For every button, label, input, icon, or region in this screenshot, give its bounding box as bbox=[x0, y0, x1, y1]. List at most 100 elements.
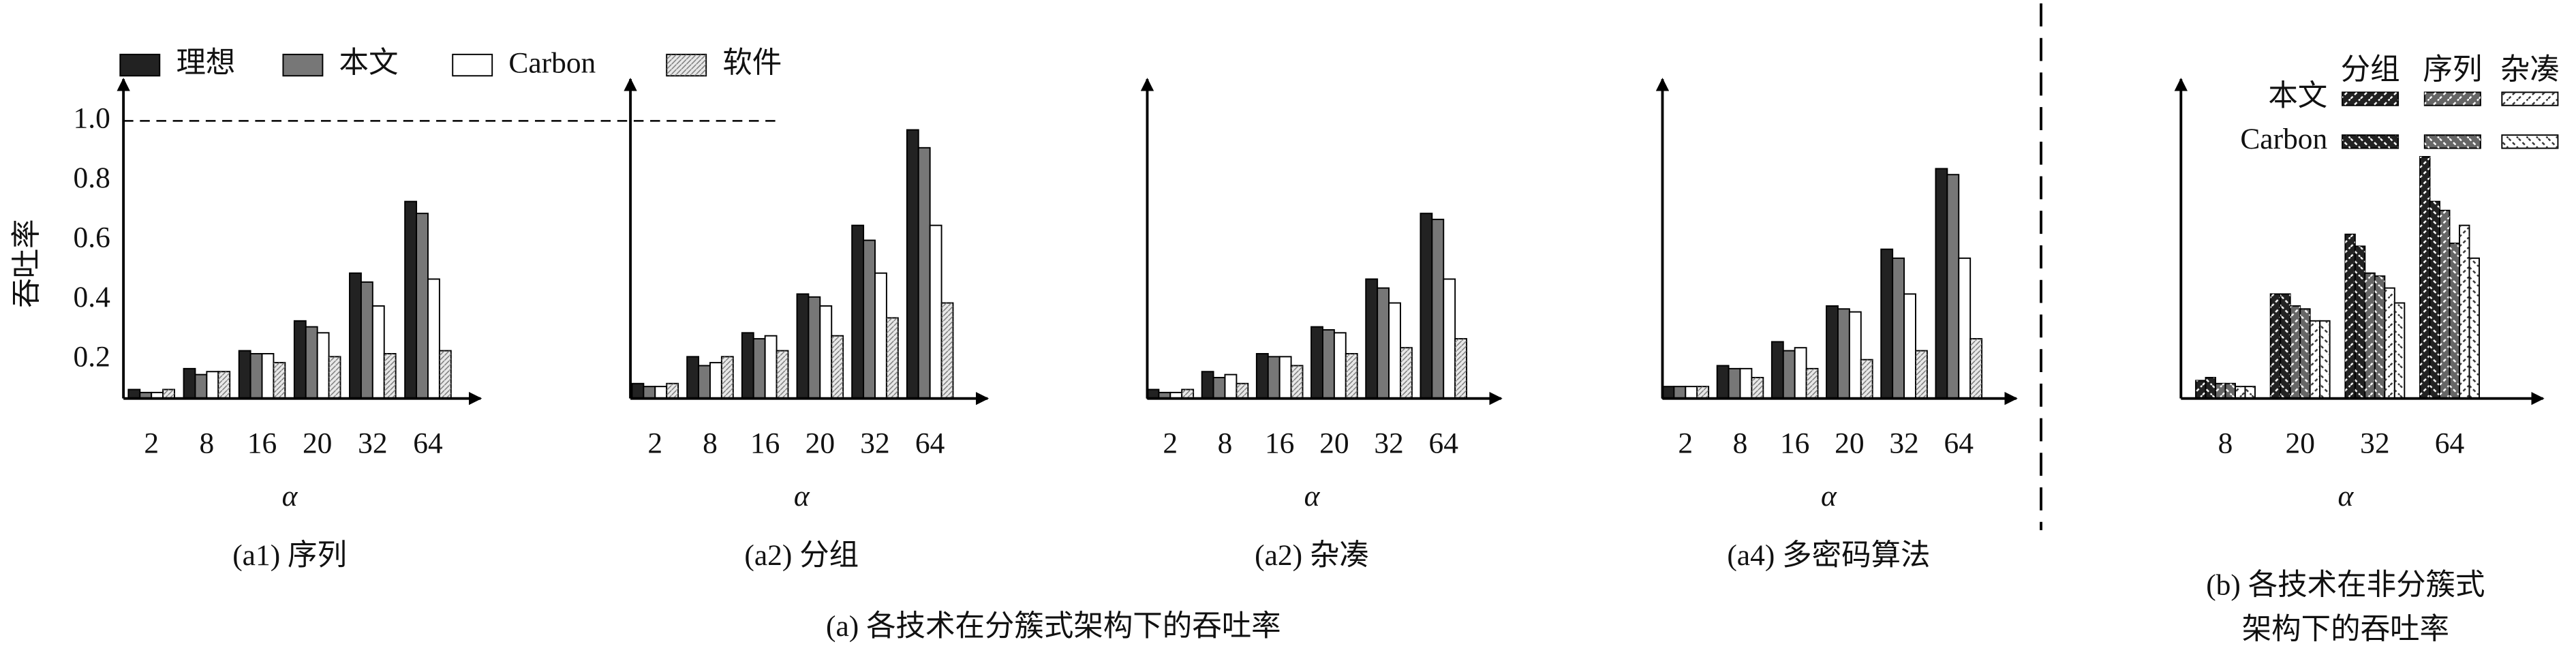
x-tick-label: 2 bbox=[1163, 427, 1178, 460]
legend-swatch bbox=[119, 53, 161, 77]
x-tick-label: 16 bbox=[750, 427, 780, 460]
bar bbox=[1685, 386, 1698, 399]
x-tick-label: 16 bbox=[247, 427, 277, 460]
bar-hatch bbox=[2245, 386, 2256, 399]
legend-swatch bbox=[282, 53, 324, 77]
legend-column-label: 杂凑 bbox=[2500, 53, 2560, 86]
bar-hatch bbox=[218, 371, 230, 399]
bar bbox=[796, 293, 810, 399]
bar bbox=[206, 371, 219, 399]
bar-hatch bbox=[2394, 303, 2405, 399]
bar-hatch bbox=[1860, 359, 1873, 399]
x-tick-label: 20 bbox=[303, 427, 332, 460]
bar bbox=[643, 386, 656, 399]
x-tick-label: 32 bbox=[1889, 427, 1918, 460]
figure-caption: (a) 各技术在分簇式架构下的吞吐率 bbox=[826, 610, 1281, 643]
x-tick-label: 32 bbox=[1374, 427, 1403, 460]
bar bbox=[1365, 278, 1379, 399]
bar bbox=[1946, 174, 1960, 399]
panel-caption: 架构下的吞吐率 bbox=[2242, 613, 2449, 646]
bar-hatch bbox=[1345, 353, 1358, 399]
bar bbox=[1673, 386, 1687, 399]
y-tick-label: 1.0 bbox=[73, 102, 110, 134]
bar-hatch bbox=[2385, 288, 2395, 399]
x-tick-label: 20 bbox=[1319, 427, 1349, 460]
bar bbox=[1935, 168, 1948, 399]
bar bbox=[1255, 352, 1269, 399]
bar-hatch bbox=[1751, 377, 1764, 399]
x-axis-label: α bbox=[794, 480, 810, 513]
bar-hatch bbox=[2449, 243, 2459, 399]
bar-hatch bbox=[886, 318, 898, 399]
panel-caption: (a2) 杂凑 bbox=[1255, 539, 1369, 572]
bar bbox=[1794, 347, 1807, 399]
bar bbox=[1880, 248, 1894, 399]
legend-swatch-hatch bbox=[2424, 135, 2481, 149]
bar-hatch bbox=[163, 389, 175, 399]
legend-swatch-hatch bbox=[666, 54, 707, 76]
bar bbox=[1716, 365, 1730, 399]
bar-hatch bbox=[2205, 377, 2216, 399]
bar-hatch bbox=[2345, 234, 2355, 399]
bar-hatch bbox=[2196, 380, 2206, 399]
bar bbox=[1201, 371, 1214, 399]
bar bbox=[1848, 311, 1862, 399]
bar bbox=[183, 367, 196, 399]
bar bbox=[929, 224, 942, 399]
bar bbox=[808, 296, 821, 399]
bar bbox=[261, 352, 275, 399]
bar bbox=[360, 281, 373, 399]
x-tick-label: 32 bbox=[860, 427, 889, 460]
x-tick-label: 64 bbox=[413, 427, 443, 460]
x-tick-label: 32 bbox=[358, 427, 387, 460]
bar-hatch bbox=[384, 353, 396, 399]
x-tick-label: 8 bbox=[703, 427, 718, 460]
bar-hatch bbox=[2320, 320, 2330, 399]
bar bbox=[1892, 257, 1905, 399]
bar bbox=[1958, 257, 1972, 399]
x-tick-label: 32 bbox=[2360, 427, 2389, 460]
bar-hatch bbox=[2355, 246, 2365, 399]
x-tick-label: 8 bbox=[1733, 427, 1748, 460]
bar bbox=[906, 129, 919, 399]
bar bbox=[1377, 287, 1390, 399]
x-tick-label: 2 bbox=[647, 427, 662, 460]
x-tick-label: 20 bbox=[2285, 427, 2314, 460]
y-axis-label: 吞吐率 bbox=[10, 219, 43, 307]
x-tick-label: 16 bbox=[1265, 427, 1294, 460]
panel-caption: (a1) 序列 bbox=[232, 539, 347, 572]
bar bbox=[371, 305, 385, 399]
bar bbox=[1770, 341, 1784, 399]
bar-hatch bbox=[2420, 156, 2430, 399]
x-axis-label: α bbox=[1821, 480, 1837, 513]
bar bbox=[1431, 218, 1445, 399]
x-axis-label: α bbox=[1304, 480, 1321, 513]
panel-caption: (a4) 多密码算法 bbox=[1727, 539, 1930, 572]
legend-label: 理想 bbox=[176, 47, 235, 80]
bar bbox=[1388, 302, 1401, 399]
x-tick-label: 64 bbox=[1944, 427, 1974, 460]
x-tick-label: 64 bbox=[1429, 427, 1459, 460]
panel-caption: (b) 各技术在非分簇式 bbox=[2206, 568, 2485, 601]
bar-hatch bbox=[2270, 294, 2281, 399]
bar-hatch bbox=[2300, 309, 2310, 399]
x-tick-label: 20 bbox=[1835, 427, 1864, 460]
x-tick-label: 64 bbox=[915, 427, 945, 460]
x-axis-label: α bbox=[282, 480, 298, 513]
legend-column-label: 序列 bbox=[2423, 53, 2482, 86]
bar-hatch bbox=[2365, 273, 2375, 399]
bar bbox=[1782, 350, 1796, 399]
bar bbox=[194, 373, 208, 399]
bar-hatch bbox=[831, 335, 844, 399]
bar bbox=[238, 350, 251, 399]
bar bbox=[249, 352, 263, 399]
bar-hatch bbox=[2280, 294, 2290, 399]
x-tick-label: 16 bbox=[1780, 427, 1809, 460]
legend-row-label: 本文 bbox=[2268, 80, 2327, 112]
bar bbox=[851, 224, 865, 399]
y-tick-label: 0.6 bbox=[73, 221, 110, 254]
bar-hatch bbox=[2310, 320, 2320, 399]
bar-hatch bbox=[666, 383, 679, 399]
x-tick-label: 20 bbox=[806, 427, 835, 460]
